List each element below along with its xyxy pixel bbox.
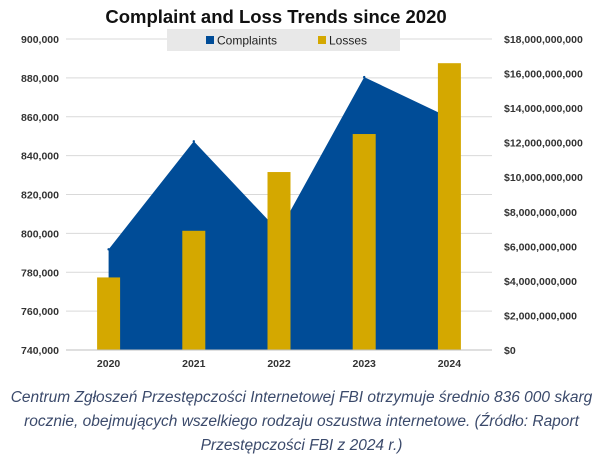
- chart-title: Complaint and Loss Trends since 2020: [105, 6, 446, 27]
- x-tick-label: 2024: [438, 358, 462, 370]
- y-left-tick-label: 780,000: [21, 267, 59, 279]
- y-right-tick-label: $4,000,000,000: [504, 276, 577, 288]
- y-left-tick-label: 760,000: [21, 306, 59, 318]
- chart-caption: Centrum Zgłoszeń Przestępczości Internet…: [10, 389, 593, 454]
- x-tick-label: 2023: [353, 358, 377, 370]
- y-left-tick-label: 820,000: [21, 190, 59, 202]
- x-tick-label: 2021: [182, 358, 206, 370]
- losses-bar: [182, 230, 206, 350]
- y-right-tick-label: $18,000,000,000: [504, 34, 583, 46]
- chart-container: 740,000 760,000 780,000 800,000 820,000 840,0…: [21, 6, 583, 370]
- losses-bar-layer: [97, 63, 461, 350]
- y-right-tick-label: $12,000,000,000: [504, 138, 583, 150]
- y-left-tick-label: 840,000: [21, 151, 59, 163]
- legend-label: Complaints: [217, 34, 277, 48]
- legend-swatch: [318, 36, 326, 44]
- complaints-point: [107, 248, 110, 251]
- losses-bar: [437, 63, 461, 350]
- y-left-tick-label: 880,000: [21, 73, 59, 85]
- y-left-tick-label: 900,000: [21, 34, 59, 46]
- legend-swatch: [206, 36, 214, 44]
- y-right-tick-label: $6,000,000,000: [504, 241, 577, 253]
- losses-bar: [352, 134, 376, 350]
- y-right-tick-label: $2,000,000,000: [504, 310, 577, 322]
- y-right-tick-label: $10,000,000,000: [504, 172, 583, 184]
- y-left-tick-label: 800,000: [21, 228, 59, 240]
- complaints-point: [192, 140, 195, 143]
- y-right-tick-label: $16,000,000,000: [504, 69, 583, 81]
- y-right-tick-label: $8,000,000,000: [504, 207, 577, 219]
- losses-bar: [267, 172, 291, 350]
- chart-svg: 740,000 760,000 780,000 800,000 820,000 840,0…: [21, 6, 583, 370]
- legend-label: Losses: [329, 34, 367, 48]
- y-right-tick-label: $14,000,000,000: [504, 103, 583, 115]
- losses-bar: [97, 277, 121, 350]
- complaints-point: [363, 75, 366, 79]
- y-left-tick-label: 740,000: [21, 345, 59, 357]
- legend: Complaints Losses: [167, 29, 400, 51]
- x-tick-label: 2020: [97, 358, 121, 370]
- axes: 740,000 760,000 780,000 800,000 820,000 840,0…: [21, 34, 583, 370]
- x-tick-label: 2022: [267, 358, 291, 370]
- legend-background: [167, 29, 400, 51]
- y-right-tick-label: $0: [504, 345, 516, 357]
- y-left-tick-label: 860,000: [21, 112, 59, 124]
